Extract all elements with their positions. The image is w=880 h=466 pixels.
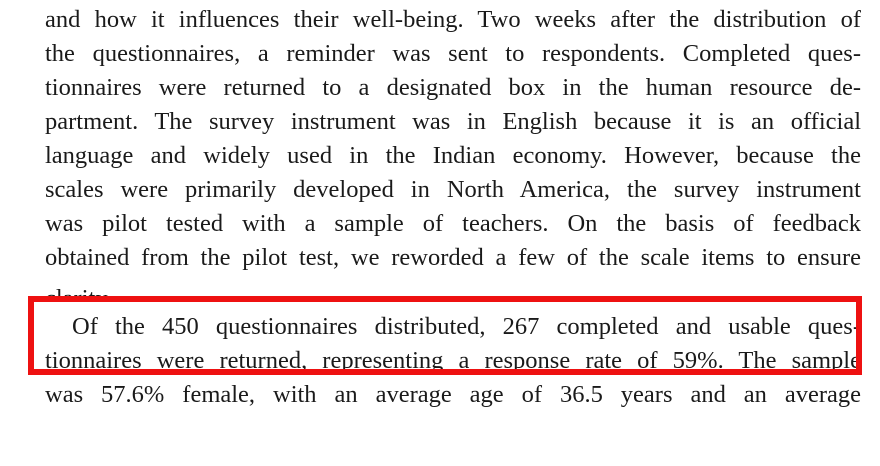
text-line: the questionnaires, a reminder was sent …: [45, 40, 861, 67]
text-line: was 57.6% female, with an average age of…: [45, 381, 861, 408]
text-line: tionnaires were returned to a designated…: [45, 74, 861, 101]
text-line: partment. The survey instrument was in E…: [45, 108, 861, 135]
text-line: was pilot tested with a sample of teache…: [45, 210, 861, 237]
text-line: scales were primarily developed in North…: [45, 176, 861, 203]
text-line: Of the 450 questionnaires distributed, 2…: [72, 313, 861, 340]
text-line-partial: clarity.: [45, 285, 113, 300]
text-line: tionnaires were returned, representing a…: [45, 347, 861, 374]
text-line: and how it influences their well-being. …: [45, 6, 861, 33]
text-line: language and widely used in the Indian e…: [45, 142, 861, 169]
text-line: obtained from the pilot test, we reworde…: [45, 244, 861, 271]
